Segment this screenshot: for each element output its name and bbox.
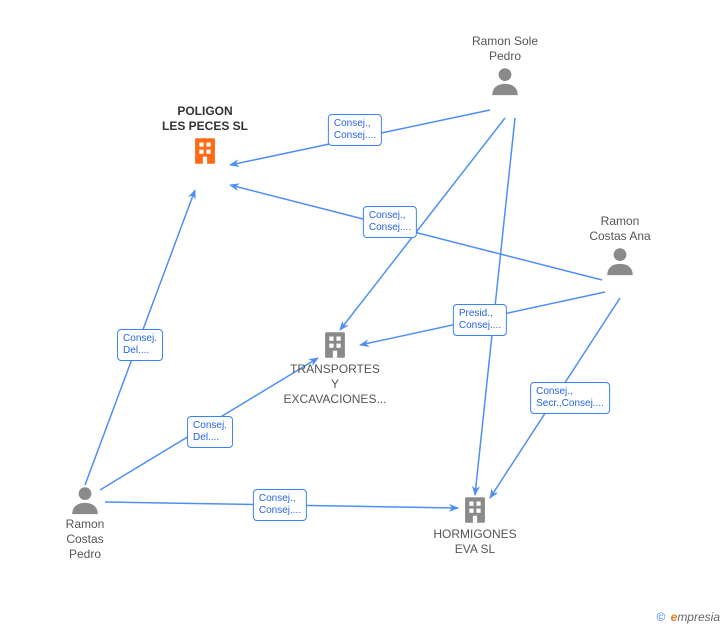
edge-label: Consej., Consej.... (253, 489, 307, 521)
node-ramon_costas_ana[interactable]: Ramon Costas Ana (560, 214, 680, 278)
edge-label: Consej., Consej.... (328, 114, 382, 146)
node-label: TRANSPORTES Y EXCAVACIONES... (284, 362, 387, 406)
building-icon (318, 328, 352, 362)
node-label: Ramon Sole Pedro (472, 34, 538, 63)
edge-label: Consej. Del.... (187, 416, 233, 448)
edge-label: Presid., Consej.... (453, 304, 507, 336)
edge-label: Consej. Del.... (117, 329, 163, 361)
node-poligon[interactable]: POLIGON LES PECES SL (145, 104, 265, 168)
node-ramon_costas_pedro[interactable]: Ramon Costas Pedro (25, 483, 145, 562)
person-icon (68, 483, 102, 517)
node-label: Ramon Costas Ana (589, 214, 650, 243)
person-icon (603, 244, 637, 278)
node-label: HORMIGONES EVA SL (433, 527, 516, 556)
node-label: Ramon Costas Pedro (66, 517, 105, 561)
node-ramon_sole_pedro[interactable]: Ramon Sole Pedro (445, 34, 565, 98)
building-icon (458, 493, 492, 527)
edge-label: Consej., Consej.... (363, 206, 417, 238)
copyright-symbol: © (656, 610, 665, 624)
node-label: POLIGON LES PECES SL (162, 104, 248, 133)
edge-label: Consej., Secr.,Consej.... (530, 382, 610, 414)
node-hormigones[interactable]: HORMIGONES EVA SL (415, 493, 535, 557)
node-transportes[interactable]: TRANSPORTES Y EXCAVACIONES... (275, 328, 395, 407)
brand-rest: mpresia (677, 610, 720, 624)
person-icon (488, 64, 522, 98)
building-icon (188, 134, 222, 168)
footer-attribution: © empresia (656, 610, 720, 624)
